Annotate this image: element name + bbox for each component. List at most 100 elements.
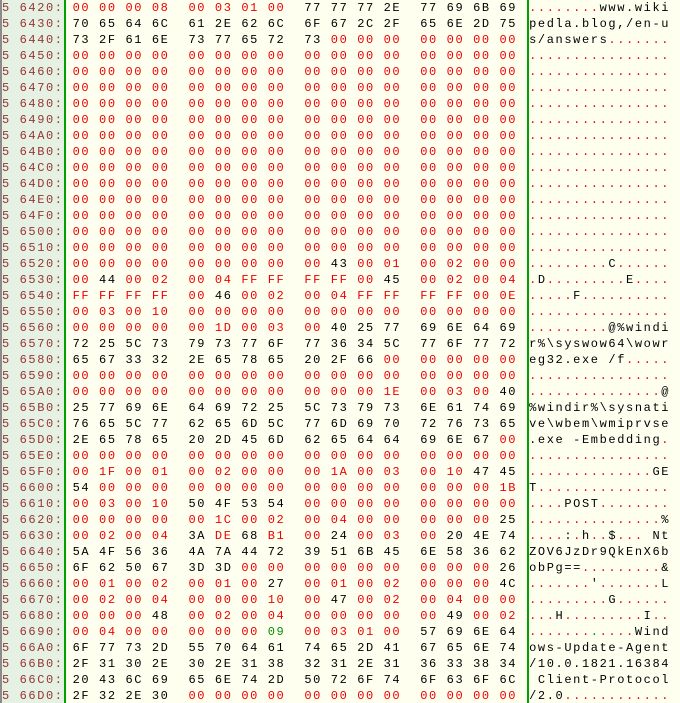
ascii-char[interactable]: s [608,401,618,415]
ascii-char[interactable]: . [581,289,591,303]
hex-byte[interactable]: 02 [214,465,233,479]
ascii-char[interactable]: . [643,177,653,191]
ascii-char[interactable]: . [661,497,671,511]
ascii-char[interactable]: . [564,81,574,95]
ascii-char[interactable]: . [590,241,600,255]
hex-byte[interactable]: 65 [99,433,117,447]
hex-byte[interactable]: 64 [357,433,375,447]
hex-byte[interactable]: 00 [151,49,170,63]
hex-byte[interactable]: 00 [72,97,91,111]
ascii-char[interactable]: . [599,49,609,63]
hex-byte[interactable]: 79 [357,401,375,415]
hex-byte[interactable]: 45 [383,273,402,287]
hex-byte[interactable]: 58 [446,545,465,559]
hex-byte[interactable]: 00 [125,513,144,527]
hex-byte[interactable]: 00 [72,145,91,159]
hex-byte[interactable]: 6F [72,641,91,655]
hex-byte[interactable]: 00 [125,625,144,639]
hex-byte[interactable]: 77 [304,337,322,351]
ascii-char[interactable]: . [581,449,591,463]
hex-byte[interactable]: 45 [241,433,259,447]
ascii-char[interactable]: . [555,497,565,511]
hex-byte[interactable]: 00 [473,145,491,159]
ascii-char[interactable]: . [617,113,627,127]
ascii-char[interactable]: . [564,161,574,175]
hex-byte[interactable]: 00 [499,49,518,63]
ascii-char[interactable]: n [643,321,653,335]
ascii-char[interactable]: . [652,113,662,127]
hex-byte[interactable]: 5A [72,545,91,559]
ascii-char[interactable]: . [573,1,582,15]
hex-byte[interactable]: 00 [188,65,207,79]
hex-byte[interactable]: 6D [241,417,259,431]
hex-byte[interactable]: 6E [214,673,233,687]
hex-byte[interactable]: 65 [420,17,438,31]
ascii-char[interactable]: . [581,625,591,639]
ascii-char[interactable]: . [537,305,547,319]
hex-byte[interactable]: 00 [267,241,286,255]
ascii-char[interactable]: \ [626,337,635,351]
hex-byte[interactable]: 03 [214,1,233,15]
hex-byte[interactable]: 00 [99,113,117,127]
hex-byte[interactable]: 00 [383,481,402,495]
ascii-char[interactable]: . [599,145,609,159]
hex-byte[interactable]: 41 [383,641,402,655]
hex-byte[interactable]: 26 [499,561,518,575]
hex-byte[interactable]: 00 [125,273,144,287]
hex-byte[interactable]: 62 [188,417,207,431]
ascii-char[interactable]: V [546,545,556,559]
hex-byte[interactable]: 4C [499,577,518,591]
ascii-char[interactable]: . [661,449,671,463]
ascii-char[interactable]: . [555,81,565,95]
hex-byte[interactable]: 00 [420,529,438,543]
ascii-char[interactable]: . [634,225,644,239]
ascii-char[interactable]: . [537,81,547,95]
hex-byte[interactable]: 00 [99,241,117,255]
hex-byte[interactable]: 36 [420,657,438,671]
hex-byte[interactable]: 00 [304,481,322,495]
hex-byte[interactable]: 31 [383,657,402,671]
hex-byte[interactable]: 6C [499,673,518,687]
ascii-char[interactable]: . [626,625,635,639]
ascii-char[interactable]: . [634,593,644,607]
ascii-char[interactable]: . [581,305,591,319]
ascii-char[interactable]: . [634,513,644,527]
hex-byte[interactable]: 00 [72,1,91,15]
ascii-char[interactable]: . [555,1,565,15]
hex-byte[interactable]: 00 [304,577,322,591]
hex-byte[interactable]: 78 [241,353,259,367]
ascii-char[interactable]: . [537,241,547,255]
hex-byte[interactable]: 10 [151,497,170,511]
hex-byte[interactable]: 00 [473,193,491,207]
ascii-char[interactable]: . [529,625,538,639]
hex-byte[interactable]: 72 [267,545,286,559]
hex-byte[interactable]: 00 [188,369,207,383]
ascii-char[interactable]: . [546,49,556,63]
hex-byte[interactable]: 00 [214,625,233,639]
ascii-char[interactable]: Q [608,545,618,559]
hex-byte[interactable]: 5C [304,401,322,415]
hex-byte[interactable]: 00 [72,305,91,319]
hex-byte[interactable]: 00 [499,161,518,175]
hex-byte[interactable]: 00 [357,209,375,223]
hex-byte[interactable]: 25 [357,321,375,335]
hex-byte[interactable]: 00 [267,385,286,399]
hex-byte[interactable]: 00 [446,369,465,383]
ascii-char[interactable]: . [590,65,600,79]
hex-byte[interactable]: 00 [473,49,491,63]
hex-byte[interactable]: 00 [420,497,438,511]
hex-byte[interactable]: 2F [99,33,117,47]
ascii-char[interactable]: d [546,17,556,31]
hex-byte[interactable]: 6F [304,17,322,31]
ascii-char[interactable]: . [581,465,591,479]
hex-byte[interactable]: 00 [330,145,349,159]
hex-byte[interactable]: 00 [99,513,117,527]
hex-byte[interactable]: 68 [241,529,259,543]
ascii-char[interactable]: . [529,145,538,159]
hex-byte[interactable]: 00 [446,145,465,159]
ascii-char[interactable]: . [634,481,644,495]
ascii-char[interactable]: . [599,481,609,495]
hex-byte[interactable]: 00 [499,369,518,383]
ascii-char[interactable]: w [537,641,547,655]
hex-byte[interactable]: 00 [383,225,402,239]
